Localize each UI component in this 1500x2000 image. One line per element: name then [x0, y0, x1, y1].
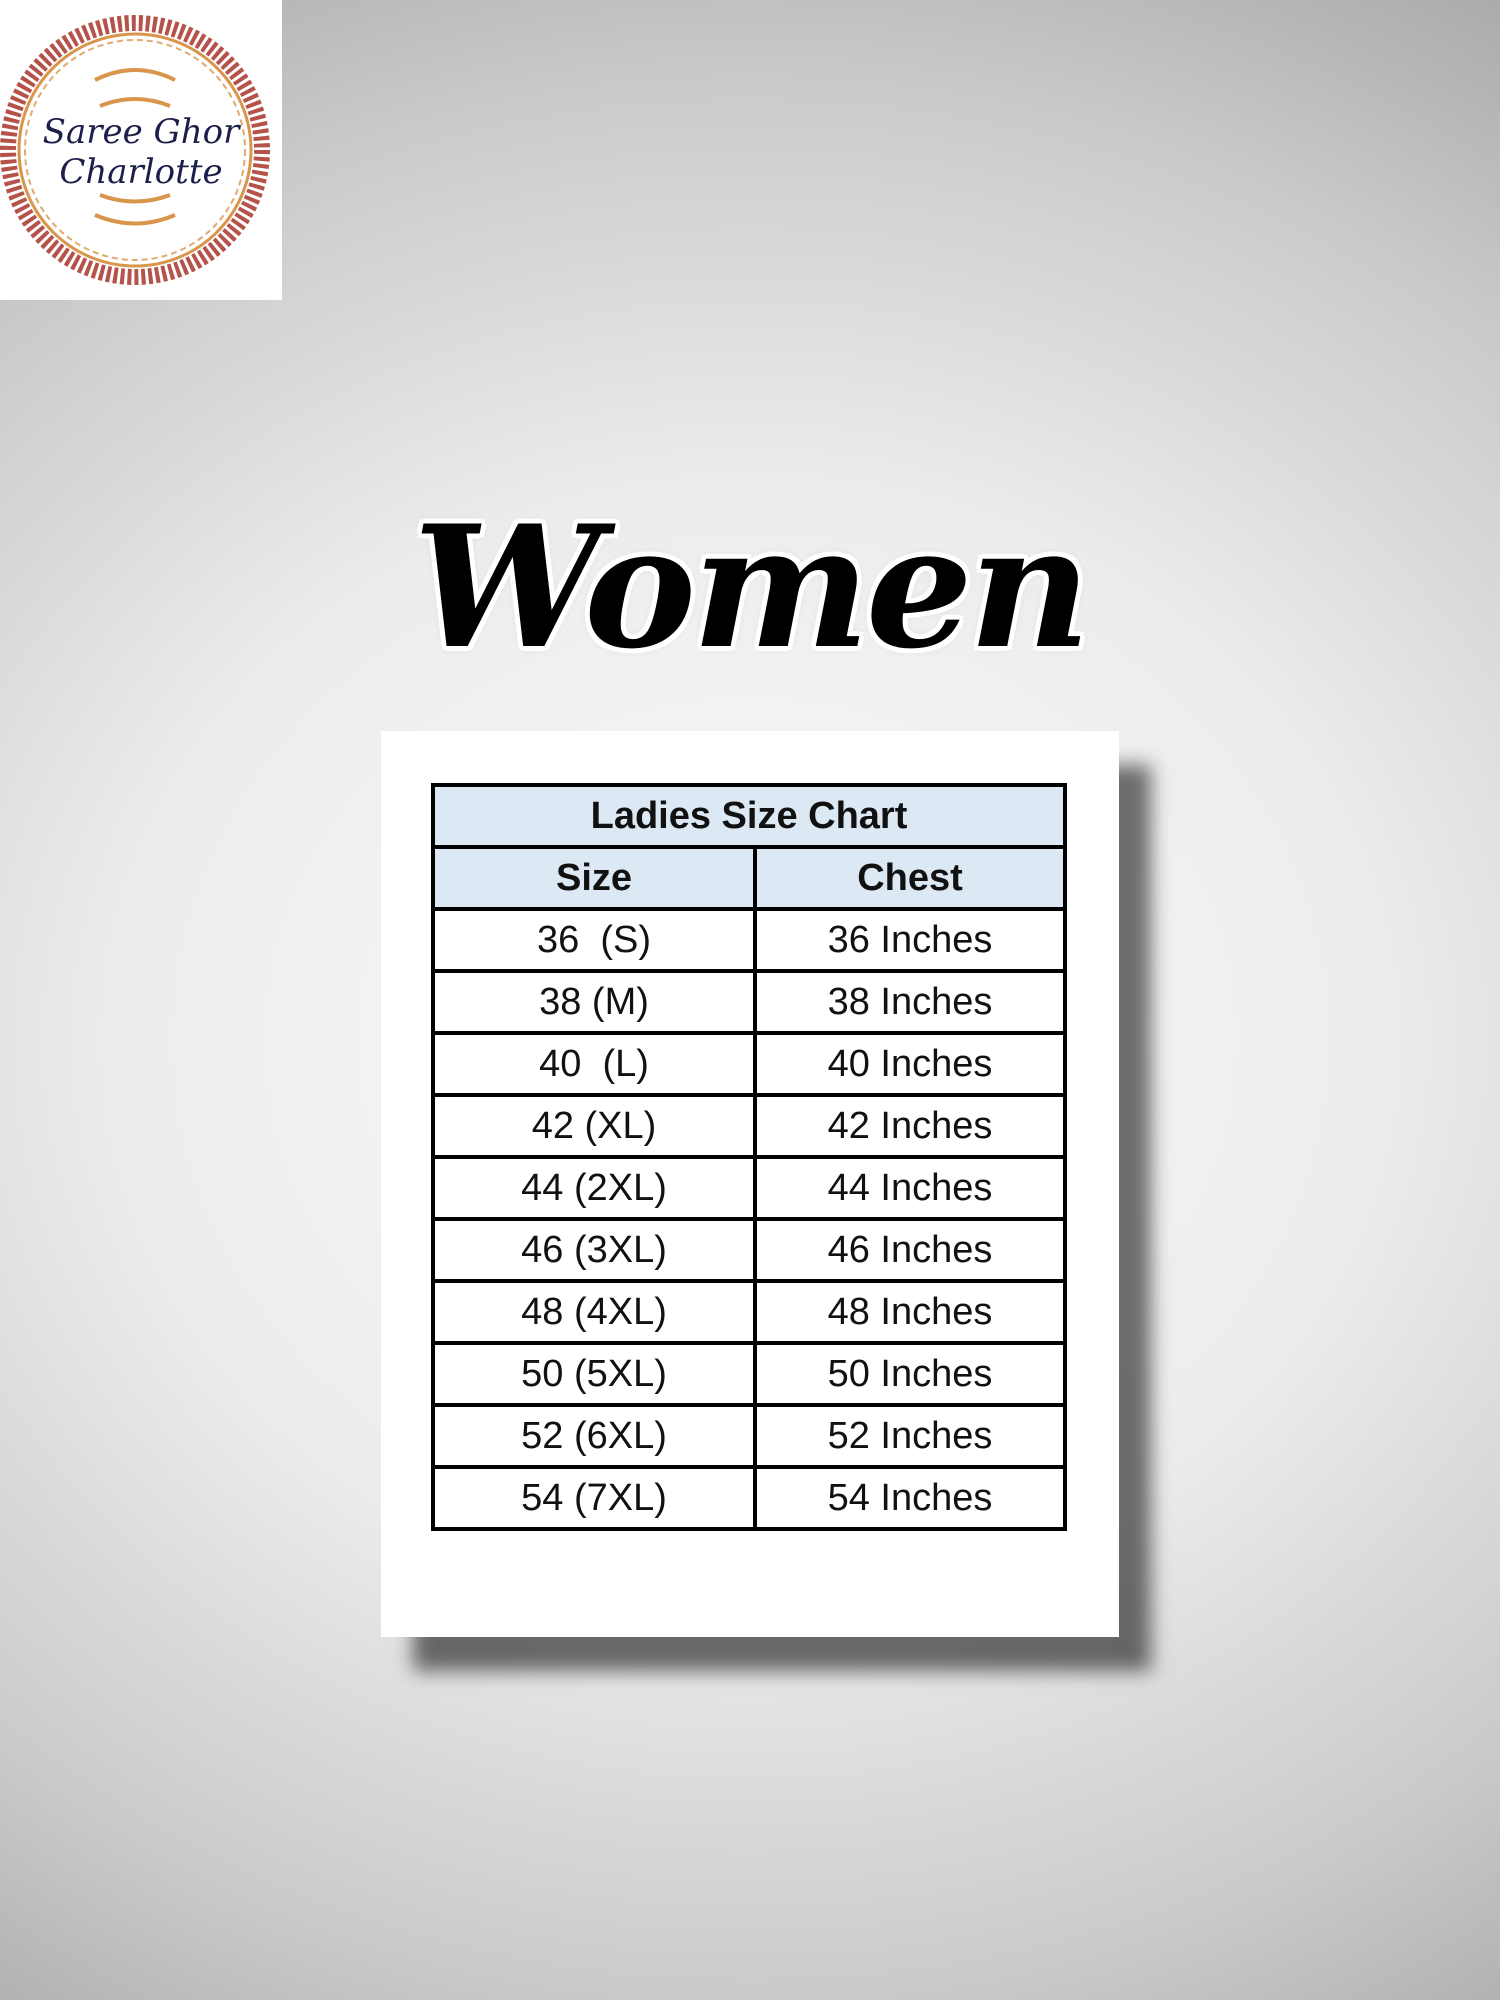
chest-cell: 48 Inches [753, 1279, 1067, 1345]
column-header-chest: Chest [753, 845, 1067, 911]
brand-logo: Saree Ghor Charlotte [0, 0, 282, 300]
table-row: 38 (M) 38 Inches [431, 969, 1067, 1035]
ornament-ring-icon [0, 15, 270, 285]
logo-text: Saree Ghor Charlotte [0, 112, 282, 192]
size-cell: 50 (5XL) [431, 1341, 757, 1407]
column-header-size: Size [431, 845, 757, 911]
size-cell: 42 (XL) [431, 1093, 757, 1159]
chest-cell: 50 Inches [753, 1341, 1067, 1407]
size-cell: 48 (4XL) [431, 1279, 757, 1345]
table-row: 46 (3XL) 46 Inches [431, 1217, 1067, 1283]
table-row: 42 (XL) 42 Inches [431, 1093, 1067, 1159]
chest-cell: 52 Inches [753, 1403, 1067, 1469]
chest-cell: 54 Inches [753, 1465, 1067, 1531]
size-cell: 54 (7XL) [431, 1465, 757, 1531]
table-row: 48 (4XL) 48 Inches [431, 1279, 1067, 1345]
table-row: 52 (6XL) 52 Inches [431, 1403, 1067, 1469]
size-cell: 40 (L) [431, 1031, 757, 1097]
chest-cell: 46 Inches [753, 1217, 1067, 1283]
size-chart-card: Ladies Size Chart Size Chest 36 (S) 36 In… [381, 731, 1119, 1637]
chest-cell: 44 Inches [753, 1155, 1067, 1221]
table-row: 54 (7XL) 54 Inches [431, 1465, 1067, 1531]
table-row: 50 (5XL) 50 Inches [431, 1341, 1067, 1407]
logo-line-2: Charlotte [59, 152, 223, 192]
table-title: Ladies Size Chart [431, 783, 1067, 849]
chest-cell: 36 Inches [753, 907, 1067, 973]
size-cell: 36 (S) [431, 907, 757, 973]
table-row: 40 (L) 40 Inches [431, 1031, 1067, 1097]
chest-cell: 38 Inches [753, 969, 1067, 1035]
size-cell: 46 (3XL) [431, 1217, 757, 1283]
size-cell: 38 (M) [431, 969, 757, 1035]
page-title: Women [413, 488, 1091, 686]
table-row: 36 (S) 36 Inches [431, 907, 1067, 973]
logo-line-1: Saree Ghor [42, 112, 240, 152]
chest-cell: 40 Inches [753, 1031, 1067, 1097]
chest-cell: 42 Inches [753, 1093, 1067, 1159]
size-cell: 52 (6XL) [431, 1403, 757, 1469]
table-row: 44 (2XL) 44 Inches [431, 1155, 1067, 1221]
size-chart-table: Ladies Size Chart Size Chest 36 (S) 36 In… [431, 783, 1067, 1531]
size-cell: 44 (2XL) [431, 1155, 757, 1221]
